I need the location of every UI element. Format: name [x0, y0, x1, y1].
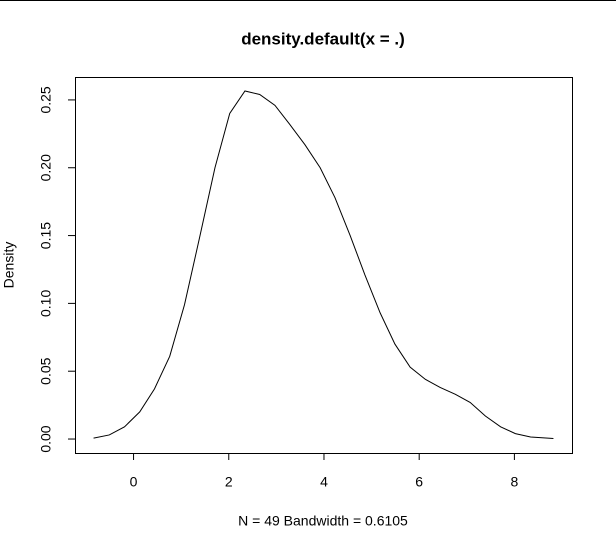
x-tick-label: 2: [225, 474, 233, 490]
plot-box: [75, 77, 573, 454]
y-tick-label: 0.05: [38, 357, 54, 384]
y-tick-label: 0.25: [38, 86, 54, 113]
y-tick-label: 0.15: [38, 222, 54, 249]
y-axis-label: Density: [1, 242, 17, 289]
x-tick-label: 4: [320, 474, 328, 490]
x-axis-label: N = 49 Bandwidth = 0.6105: [238, 513, 408, 529]
x-tick-label: 8: [510, 474, 518, 490]
density-line: [93, 90, 554, 439]
y-tick-label: 0.20: [38, 154, 54, 181]
x-tick-label: 6: [415, 474, 423, 490]
chart-title: density.default(x = .): [241, 29, 405, 48]
y-tick-label: 0.00: [38, 425, 54, 452]
y-tick-label: 0.10: [38, 290, 54, 317]
x-tick-label: 0: [130, 474, 138, 490]
